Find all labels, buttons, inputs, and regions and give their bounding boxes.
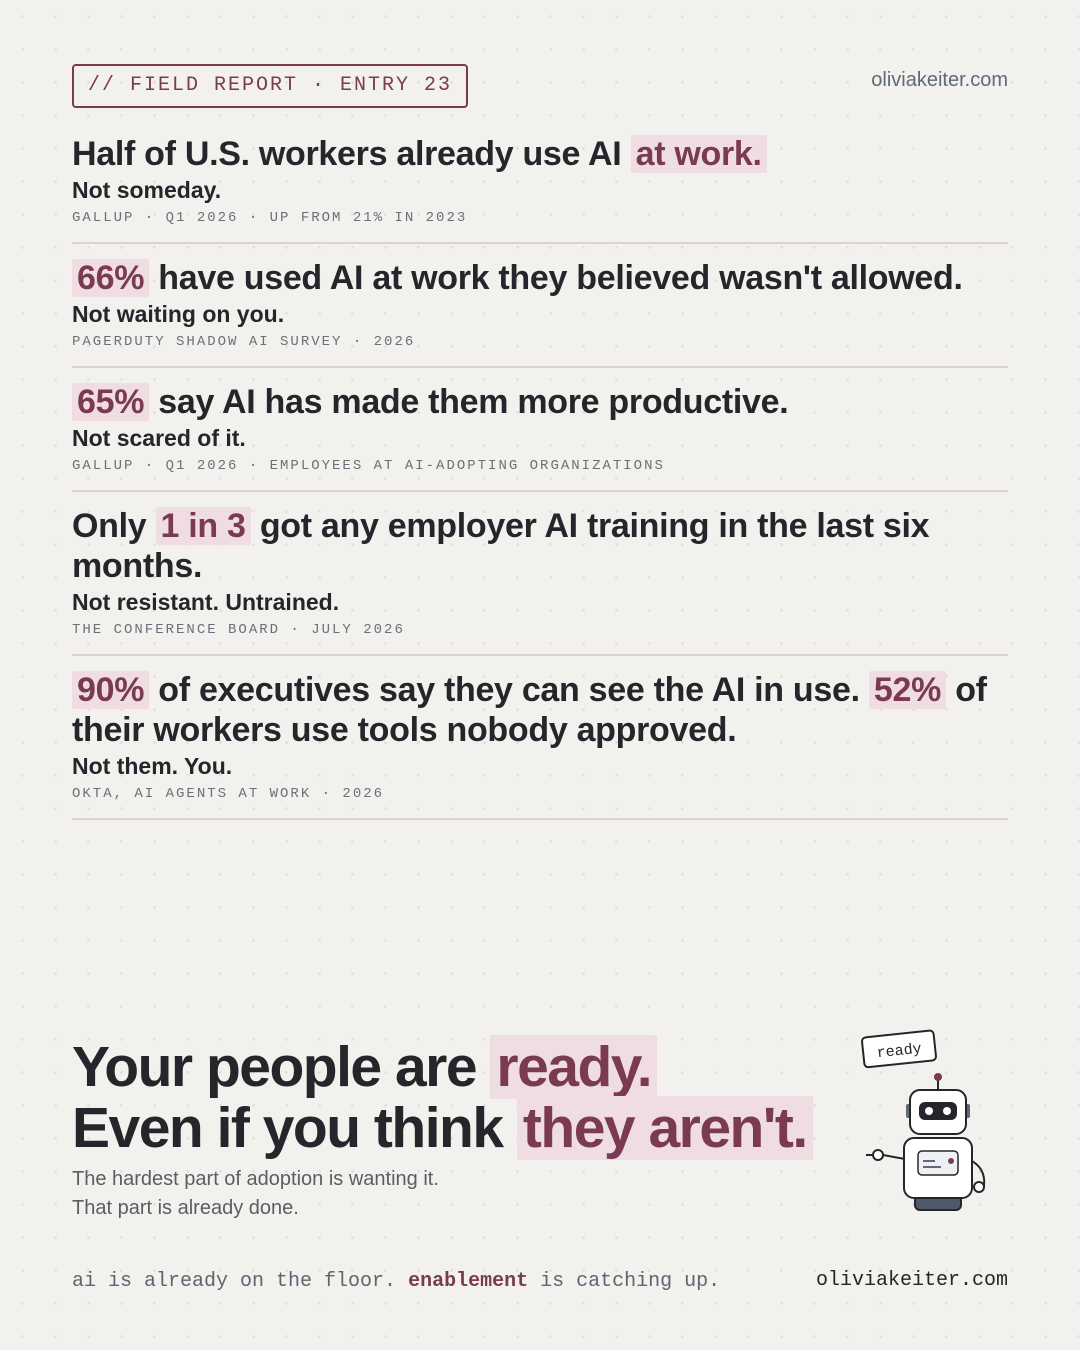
- stat-sub: Not waiting on you.: [72, 301, 285, 327]
- text-segment: have used AI at work they believed wasn'…: [149, 259, 963, 297]
- highlight: they aren't.: [516, 1096, 813, 1160]
- stat-source: PAGERDUTY SHADOW AI SURVEY · 2026: [72, 334, 416, 350]
- stat: Half of U.S. workers already use AI at w…: [72, 120, 1008, 244]
- text-segment: Your people are: [72, 1035, 491, 1099]
- stat-source: OKTA, AI AGENTS AT WORK · 2026: [72, 786, 385, 802]
- stat: Only 1 in 3 got any employer AI training…: [72, 492, 1008, 656]
- stat-source: GALLUP · Q1 2026 · EMPLOYEES AT AI-ADOPT…: [72, 458, 665, 474]
- stat-list: Half of U.S. workers already use AI at w…: [72, 120, 1008, 820]
- highlight: 52%: [868, 671, 947, 709]
- text-segment: got any employer AI training in the last…: [72, 507, 930, 585]
- antenna-tip: [934, 1073, 942, 1081]
- stat-sub: Not someday.: [72, 177, 222, 203]
- site-link: oliviakeiter.com: [871, 69, 1008, 91]
- closing: Your people are ready. Even if you think …: [72, 1035, 852, 1223]
- stat-sub: Not them. You.: [72, 753, 233, 779]
- stat-source: THE CONFERENCE BOARD · JULY 2026: [72, 622, 405, 638]
- footer-tagline: ai is already on the floor. enablement i…: [72, 1270, 720, 1293]
- highlight: 1 in 3: [155, 507, 251, 545]
- footer-site: oliviakeiter.com: [815, 1269, 1008, 1292]
- highlight: 65%: [72, 383, 150, 421]
- stat-source: GALLUP · Q1 2026 · UP FROM 21% IN 2023: [72, 210, 468, 226]
- highlight: ready.: [490, 1035, 658, 1099]
- stat: 66% have used AI at work they believed w…: [72, 244, 1008, 368]
- text-segment: of their workers use tools nobody approv…: [72, 671, 987, 749]
- eye: [943, 1107, 951, 1115]
- closing-headline: Your people are ready. Even if you think …: [72, 1035, 852, 1160]
- tag-box: [861, 1029, 937, 1069]
- text-segment: Only: [72, 507, 156, 545]
- text-segment: ai is already on the floor.: [72, 1270, 409, 1293]
- text-segment: Half of U.S. workers already use AI: [72, 135, 631, 173]
- headline-line: Even if you think they aren't.: [72, 1096, 852, 1160]
- stat-headline: 65% say AI has made them more productive…: [72, 382, 1008, 422]
- stat-headline: Only 1 in 3 got any employer AI training…: [72, 506, 1008, 586]
- text-segment: is catching up.: [528, 1270, 721, 1293]
- stat: 90% of executives say they can see the A…: [72, 656, 1008, 820]
- stat-headline: 90% of executives say they can see the A…: [72, 670, 1008, 750]
- visor: [919, 1102, 957, 1120]
- hand: [872, 1149, 884, 1161]
- stat-headline: Half of U.S. workers already use AI at w…: [72, 134, 1008, 174]
- hand: [973, 1181, 985, 1193]
- body-line: That part is already done.: [72, 1197, 299, 1219]
- body-line: The hardest part of adoption is wanting …: [72, 1168, 439, 1190]
- text-segment: of executives say they can see the AI in…: [149, 671, 869, 709]
- robot-illustration: ready: [861, 1029, 986, 1211]
- panel-light: [948, 1158, 954, 1164]
- stat-sub: Not scared of it.: [72, 425, 246, 451]
- stat: 65% say AI has made them more productive…: [72, 368, 1008, 492]
- stat-sub: Not resistant. Untrained.: [72, 589, 340, 615]
- stat-headline: 66% have used AI at work they believed w…: [72, 258, 1008, 298]
- panel: [917, 1150, 959, 1176]
- text-segment: Even if you think: [72, 1096, 517, 1160]
- speech-tag: ready: [861, 1029, 937, 1069]
- closing-body: The hardest part of adoption is wanting …: [72, 1165, 852, 1223]
- highlight: at work.: [630, 135, 767, 173]
- text-segment: say AI has made them more productive.: [149, 383, 789, 421]
- arm: [882, 1154, 906, 1160]
- headline-line: Your people are ready.: [72, 1035, 852, 1099]
- robot-label: ready: [876, 1041, 923, 1063]
- highlight: 66%: [72, 259, 150, 297]
- report-tag: // FIELD REPORT · ENTRY 23: [72, 64, 469, 108]
- highlight: 90%: [72, 671, 150, 709]
- emphasis: enablement: [408, 1270, 529, 1293]
- eye: [925, 1107, 933, 1115]
